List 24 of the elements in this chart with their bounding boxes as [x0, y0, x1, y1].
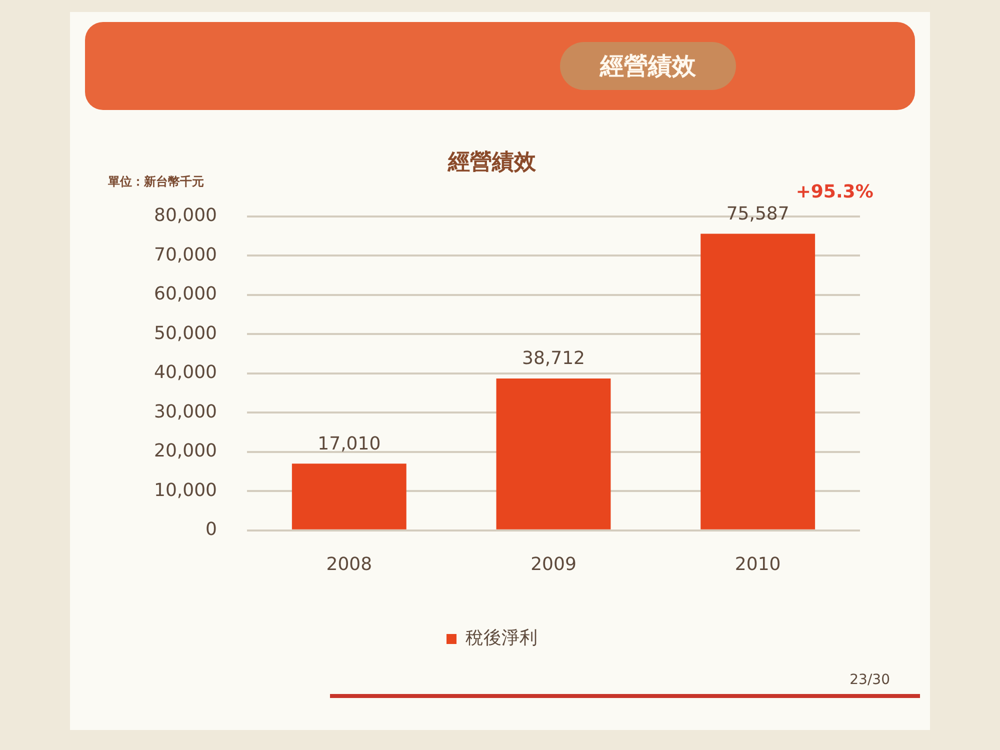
y-tick-label: 0: [206, 519, 217, 540]
y-tick-label: 50,000: [154, 322, 217, 344]
y-tick-label: 30,000: [154, 401, 217, 422]
data-label: 75,587: [726, 203, 790, 224]
y-tick-label: 10,000: [154, 480, 217, 501]
y-axis-title: 單位：新台幣千元: [107, 174, 204, 189]
x-tick-label: 2010: [734, 554, 781, 575]
chart-title: 經營績效: [447, 150, 537, 175]
y-tick-label: 70,000: [154, 244, 217, 266]
y-tick-label: 20,000: [154, 440, 217, 462]
annotation: +95.3%: [796, 181, 874, 202]
x-tick-label: 2009: [530, 554, 576, 575]
data-label: 38,712: [522, 348, 585, 370]
text: 23/30: [850, 672, 890, 688]
bar: [496, 378, 611, 530]
y-tick-label: 80,000: [154, 205, 217, 226]
y-tick-label: 40,000: [154, 362, 217, 384]
y-tick-label: 60,000: [154, 284, 217, 305]
bar: [700, 234, 816, 530]
x-tick-label: 2008: [326, 554, 372, 575]
text: 經營績效: [560, 42, 736, 90]
bar: [292, 464, 406, 530]
data-label: 17,010: [318, 433, 381, 454]
legend-label: 稅後淨利: [466, 628, 538, 649]
